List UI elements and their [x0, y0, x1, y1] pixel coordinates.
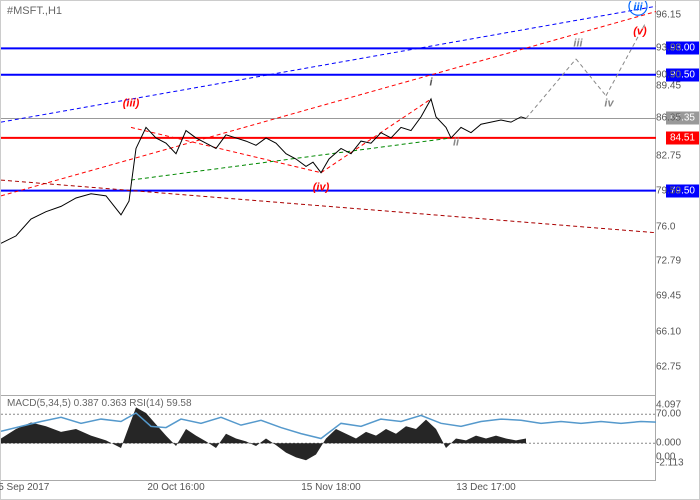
chart-title: #MSFT.,H1 — [7, 5, 62, 17]
svg-text:ii: ii — [453, 136, 460, 148]
svg-text:iii: iii — [633, 1, 643, 13]
indicator-panel: MACD(5,34,5) 0.387 0.363 RSI(14) 59.58 — [1, 396, 656, 481]
svg-text:(v): (v) — [633, 26, 647, 38]
svg-text:(iv): (iv) — [313, 182, 330, 194]
indicator-y-axis: -2.1130.0004.0970.0070.00 — [654, 396, 699, 481]
main-price-panel: #MSFT.,H1 (iii)(iv)iiiiiiiv(v)iii 93.009… — [1, 1, 656, 396]
svg-text:(iii): (iii) — [123, 97, 140, 109]
svg-text:i: i — [429, 76, 433, 88]
svg-text:iv: iv — [604, 97, 614, 109]
time-x-axis: 25 Sep 201720 Oct 16:0015 Nov 18:0013 De… — [1, 479, 656, 499]
price-y-axis: 62.7566.1069.4572.7976.079.5082.7586.358… — [654, 1, 699, 396]
chart-container: #MSFT.,H1 (iii)(iv)iiiiiiiv(v)iii 93.009… — [0, 0, 700, 500]
indicator-title: MACD(5,34,5) 0.387 0.363 RSI(14) 59.58 — [7, 398, 192, 409]
main-chart-svg: (iii)(iv)iiiiiiiv(v)iii — [1, 1, 656, 396]
svg-text:iii: iii — [573, 37, 583, 49]
